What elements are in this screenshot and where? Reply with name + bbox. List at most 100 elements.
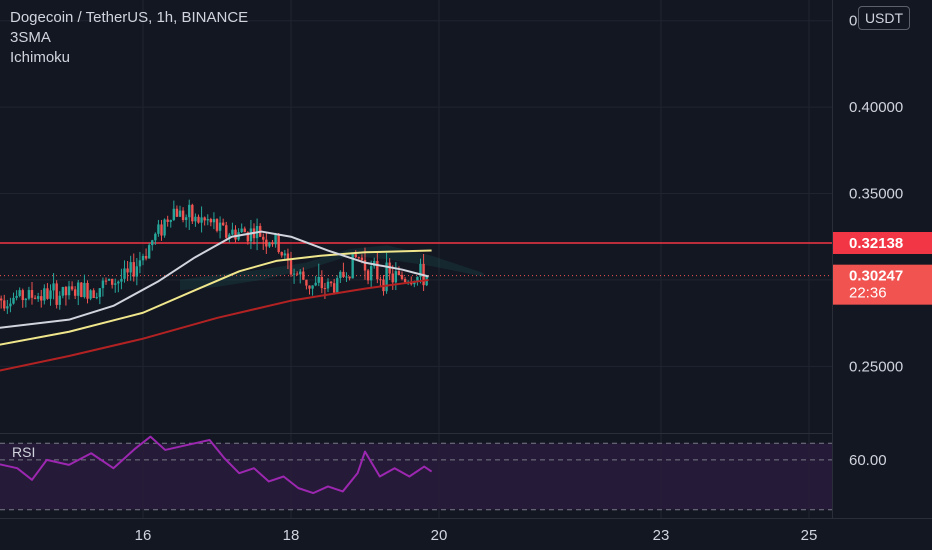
x-tick-label: 20: [431, 527, 448, 544]
candle-body: [326, 281, 330, 289]
candle-body: [286, 253, 290, 260]
candle-body: [305, 279, 308, 286]
candle-body: [385, 262, 388, 292]
candle-body: [191, 204, 194, 222]
x-tick-label: 23: [653, 527, 670, 544]
candle-body: [52, 283, 55, 291]
candle-body: [117, 281, 120, 284]
candle-body: [160, 224, 163, 236]
rsi-line: [0, 435, 433, 495]
candle-body: [0, 298, 3, 301]
y-tick-label: 0.25000: [849, 358, 903, 375]
resistance-badge-label: 0.32138: [849, 235, 903, 252]
candle-body: [33, 297, 37, 299]
candle-body: [332, 283, 336, 293]
candle-body: [135, 266, 139, 277]
candle-body: [114, 283, 117, 285]
candle-body: [308, 285, 311, 289]
countdown-label: 22:36: [849, 285, 887, 302]
currency-button[interactable]: USDT: [858, 6, 910, 30]
candle-body: [234, 229, 237, 240]
candle-body: [151, 240, 154, 246]
candle-body: [268, 242, 271, 247]
candle-body: [400, 274, 404, 280]
candle-body: [215, 219, 219, 231]
candle-body: [194, 216, 197, 222]
candle-body: [157, 224, 160, 234]
candle-body: [348, 276, 351, 279]
rsi-label[interactable]: RSI: [12, 444, 36, 460]
candle-body: [154, 233, 157, 241]
candle-body: [6, 306, 9, 309]
candle-body: [209, 219, 213, 223]
candle-body: [21, 290, 24, 301]
candle-body: [243, 228, 246, 233]
candle-body: [379, 279, 382, 281]
candle-body: [67, 286, 71, 296]
candle-body: [172, 208, 176, 221]
candle-body: [225, 225, 228, 238]
candle-body: [141, 255, 145, 261]
candle-body: [317, 276, 320, 283]
candle-body: [419, 263, 422, 277]
candle-body: [240, 228, 243, 233]
candle-body: [86, 282, 89, 299]
sma-mid-line: [0, 249, 432, 346]
last-price-label: 0.30247: [849, 268, 903, 285]
indicator-ichimoku[interactable]: Ichimoku: [10, 49, 71, 66]
candle-body: [366, 270, 370, 281]
candle-body: [64, 286, 68, 296]
candle-body: [89, 290, 92, 299]
candle-body: [262, 236, 265, 240]
candle-body: [376, 261, 379, 280]
x-tick-label: 16: [135, 527, 152, 544]
indicator-3sma[interactable]: 3SMA: [10, 29, 51, 46]
candle-body: [228, 234, 231, 238]
x-tick-label: 25: [801, 527, 818, 544]
candle-body: [302, 271, 305, 280]
resistance-badge[interactable]: [833, 231, 932, 254]
candle-body: [354, 254, 357, 258]
candle-body: [280, 252, 283, 256]
candle-body: [83, 282, 86, 298]
candle-body: [36, 296, 40, 299]
candle-body: [24, 298, 28, 301]
candle-body: [336, 278, 339, 293]
candle-body: [265, 239, 268, 247]
candle-body: [40, 296, 43, 301]
candle-body: [345, 276, 348, 278]
candle-body: [295, 273, 299, 275]
candle-body: [351, 254, 354, 279]
candle-body: [391, 273, 394, 283]
candle-body: [9, 303, 12, 307]
candle-body: [299, 271, 302, 275]
candle-body: [61, 286, 65, 296]
candle-body: [249, 228, 253, 242]
candle-body: [360, 257, 364, 261]
y-tick-label: 0.35000: [849, 186, 903, 203]
candle-body: [178, 210, 182, 217]
candle-body: [363, 260, 367, 271]
sma-slow-line: [0, 278, 429, 372]
candle-body: [73, 289, 77, 296]
candle-body: [98, 288, 102, 298]
candle-body: [184, 217, 188, 221]
candle-body: [277, 233, 280, 253]
candle-body: [292, 273, 296, 275]
candle-body: [49, 290, 52, 299]
candle-body: [129, 262, 132, 273]
candle-body: [77, 282, 80, 296]
candle-body: [188, 204, 191, 218]
candle-body: [27, 290, 31, 299]
ichimoku-cloud: [180, 245, 484, 291]
last-price-badge[interactable]: [833, 264, 932, 305]
candle-body: [120, 278, 123, 282]
candle-body: [55, 283, 58, 305]
candle-body: [147, 245, 151, 259]
symbol-title[interactable]: Dogecoin / TetherUS, 1h, BINANCE: [10, 9, 249, 26]
sma-fast-line: [0, 230, 429, 329]
candle-body: [231, 229, 234, 235]
candle-body: [200, 217, 203, 223]
candle-body: [132, 262, 135, 277]
